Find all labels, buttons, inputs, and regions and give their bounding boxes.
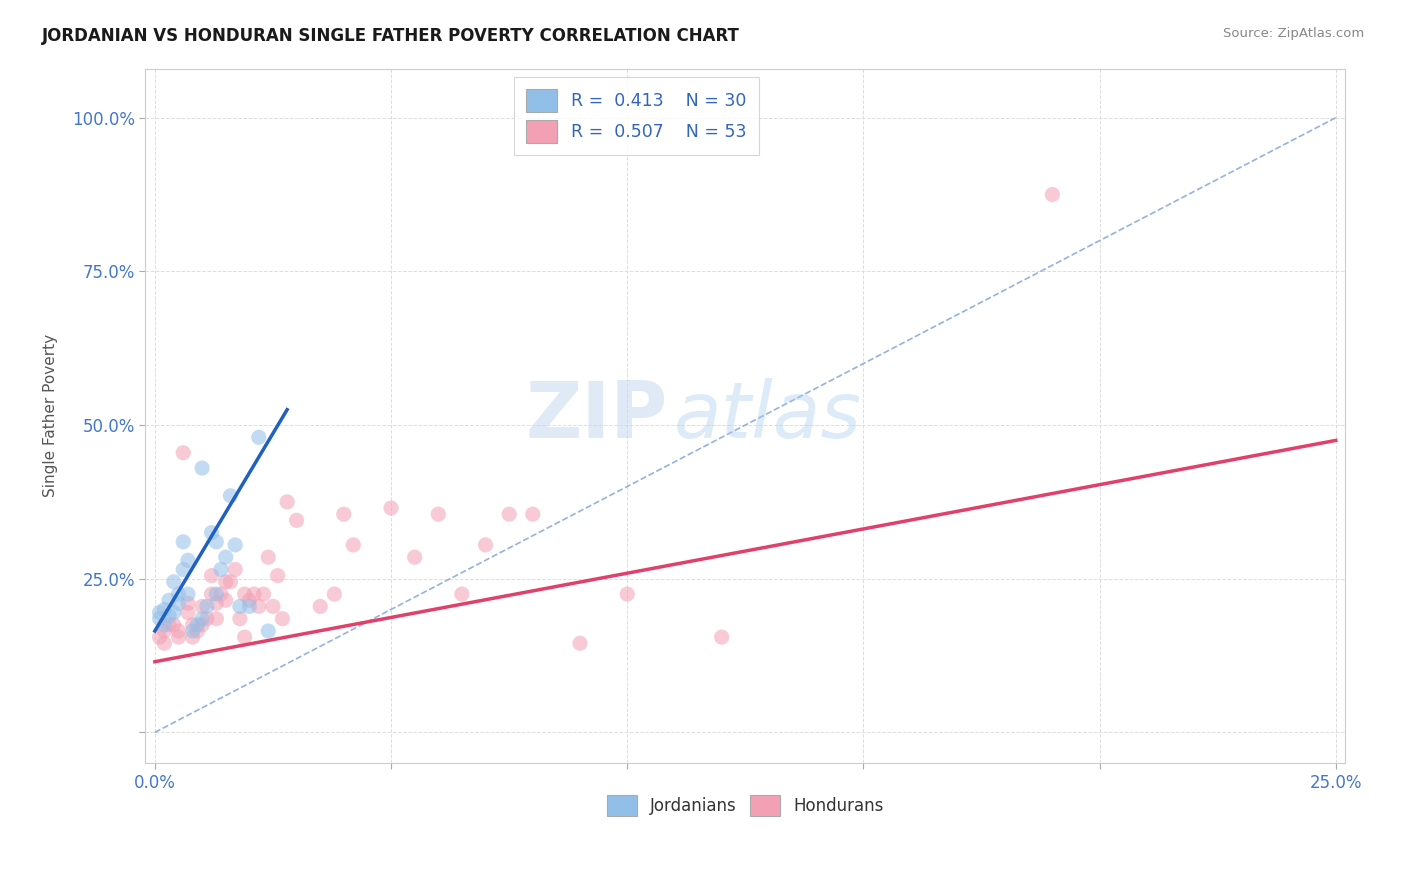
Point (163, 574, 186, 589)
Point (474, 538, 496, 552)
Point (153, 624, 176, 638)
Text: JORDANIAN VS HONDURAN SINGLE FATHER POVERTY CORRELATION CHART: JORDANIAN VS HONDURAN SINGLE FATHER POVE… (42, 27, 740, 45)
Point (191, 599, 214, 614)
Point (177, 553, 200, 567)
Point (233, 630, 256, 644)
Point (149, 612, 172, 626)
Point (215, 574, 238, 589)
Point (153, 636, 176, 650)
Point (200, 568, 222, 582)
Point (177, 596, 200, 610)
Point (186, 617, 208, 632)
Point (569, 636, 592, 650)
Point (215, 593, 238, 607)
Point (238, 593, 260, 607)
Legend: Jordanians, Hondurans: Jordanians, Hondurans (599, 786, 893, 824)
Point (167, 630, 190, 644)
Point (522, 507, 544, 521)
Point (191, 461, 214, 475)
Point (181, 630, 204, 644)
Point (219, 574, 242, 589)
Text: atlas: atlas (673, 378, 862, 454)
Point (404, 550, 426, 565)
Point (172, 534, 194, 549)
Point (323, 587, 346, 601)
Point (157, 617, 180, 632)
Point (157, 593, 180, 607)
Point (710, 630, 733, 644)
Point (181, 624, 204, 638)
Point (163, 617, 186, 632)
Text: ZIP: ZIP (524, 378, 668, 454)
Point (257, 550, 280, 565)
Point (229, 612, 252, 626)
Text: Source: ZipAtlas.com: Source: ZipAtlas.com (1223, 27, 1364, 40)
Point (205, 534, 228, 549)
Point (276, 495, 298, 509)
Point (271, 612, 294, 626)
Point (205, 587, 228, 601)
Point (219, 489, 242, 503)
Point (243, 587, 266, 601)
Point (200, 525, 222, 540)
Point (177, 587, 200, 601)
Point (167, 624, 190, 638)
Point (498, 507, 520, 521)
Point (167, 596, 190, 610)
Point (224, 538, 246, 552)
Point (309, 599, 332, 614)
Point (342, 538, 364, 552)
Point (451, 587, 474, 601)
Point (247, 430, 270, 444)
Point (205, 596, 228, 610)
Point (247, 599, 270, 614)
Point (157, 608, 180, 623)
Y-axis label: Single Father Poverty: Single Father Poverty (44, 334, 58, 498)
Point (238, 599, 260, 614)
Point (191, 612, 214, 626)
Point (177, 606, 200, 620)
Point (229, 599, 252, 614)
Point (427, 507, 450, 521)
Point (172, 446, 194, 460)
Point (167, 587, 190, 601)
Point (163, 606, 186, 620)
Point (262, 599, 284, 614)
Point (149, 606, 172, 620)
Point (1040, 187, 1063, 202)
Point (224, 562, 246, 576)
Point (215, 550, 238, 565)
Point (195, 599, 218, 614)
Point (233, 587, 256, 601)
Point (200, 587, 222, 601)
Point (195, 612, 218, 626)
Point (616, 587, 638, 601)
Point (267, 568, 290, 582)
Point (153, 617, 176, 632)
Point (257, 624, 280, 638)
Point (181, 617, 204, 632)
Point (252, 587, 274, 601)
Point (380, 501, 402, 516)
Point (153, 602, 176, 616)
Point (149, 630, 172, 644)
Point (186, 624, 208, 638)
Point (209, 587, 232, 601)
Point (333, 507, 356, 521)
Point (209, 562, 232, 576)
Point (205, 612, 228, 626)
Point (191, 617, 214, 632)
Point (285, 513, 308, 527)
Point (172, 562, 194, 576)
